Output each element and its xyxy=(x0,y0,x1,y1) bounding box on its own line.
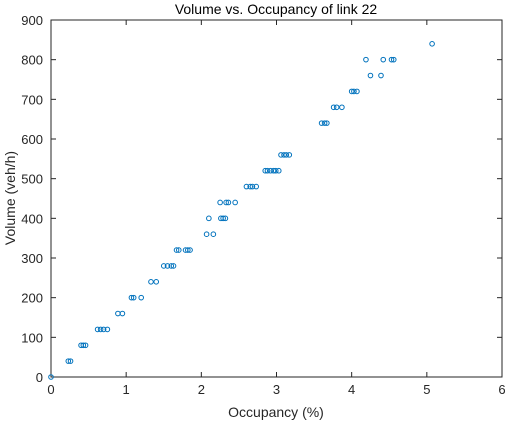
data-point xyxy=(253,183,260,190)
y-axis-ticks: 0 100 200 300 400 500 600 700 800 900 xyxy=(21,13,502,385)
y-tick-label: 500 xyxy=(21,172,43,187)
x-tick-label: 0 xyxy=(47,382,54,397)
data-point xyxy=(97,326,104,333)
data-point xyxy=(264,167,271,174)
data-point xyxy=(67,358,74,364)
data-point xyxy=(160,263,167,269)
data-point xyxy=(390,56,397,63)
data-point xyxy=(100,326,107,333)
y-tick-label: 600 xyxy=(21,132,43,147)
data-point xyxy=(153,279,160,285)
data-point xyxy=(339,104,345,111)
data-point xyxy=(206,215,212,222)
data-point xyxy=(217,199,223,206)
data-point xyxy=(164,263,171,269)
data-point xyxy=(175,247,182,253)
data-point xyxy=(351,88,357,95)
data-point xyxy=(170,263,177,269)
x-tick-label: 2 xyxy=(198,382,205,397)
data-point xyxy=(185,247,191,253)
data-point xyxy=(262,167,269,174)
data-point xyxy=(272,167,279,174)
data-point xyxy=(80,342,87,349)
data-point xyxy=(275,167,282,174)
data-points xyxy=(48,41,435,380)
data-point xyxy=(119,310,126,317)
data-point xyxy=(130,294,137,301)
data-point xyxy=(270,167,277,174)
data-point xyxy=(232,199,238,206)
data-point xyxy=(203,231,210,237)
data-point xyxy=(286,152,293,158)
y-tick-label: 200 xyxy=(21,291,43,306)
data-point xyxy=(65,358,72,364)
data-point xyxy=(173,247,180,253)
x-tick-label: 3 xyxy=(273,382,280,397)
data-point xyxy=(267,167,274,174)
data-point xyxy=(94,326,101,333)
data-point xyxy=(48,374,54,380)
y-axis-title: Volume (veh/h) xyxy=(2,151,18,245)
data-point xyxy=(222,215,229,222)
data-point xyxy=(281,152,287,158)
data-point xyxy=(324,120,330,126)
x-tick-label: 4 xyxy=(348,382,355,397)
data-point xyxy=(378,72,384,79)
y-tick-label: 400 xyxy=(21,211,43,226)
data-point xyxy=(348,88,355,95)
data-point xyxy=(220,215,226,222)
data-point xyxy=(82,342,89,349)
data-point xyxy=(321,120,328,126)
data-point xyxy=(210,231,217,237)
data-point xyxy=(363,56,369,63)
x-tick-label: 5 xyxy=(423,382,430,397)
data-point xyxy=(187,247,193,253)
y-tick-label: 0 xyxy=(36,370,43,385)
x-tick-label: 6 xyxy=(498,382,505,397)
data-point xyxy=(138,294,144,301)
plot-frame xyxy=(50,19,503,378)
data-point xyxy=(148,279,154,285)
data-point xyxy=(388,56,395,63)
data-point xyxy=(333,104,340,111)
chart-title: Volume vs. Occupancy of link 22 xyxy=(175,1,378,17)
data-point xyxy=(247,183,253,190)
y-tick-label: 300 xyxy=(21,251,43,266)
x-tick-label: 1 xyxy=(123,382,130,397)
y-tick-label: 800 xyxy=(21,53,43,68)
data-point xyxy=(243,183,250,190)
x-axis-ticks: 0 1 2 3 4 5 6 xyxy=(47,20,506,397)
data-point xyxy=(380,56,387,63)
data-point xyxy=(283,152,290,158)
data-point xyxy=(168,263,175,269)
y-tick-label: 700 xyxy=(21,92,43,107)
data-point xyxy=(128,294,135,301)
plot-area xyxy=(50,19,503,378)
x-axis-title: Occupancy (%) xyxy=(228,404,324,420)
data-point xyxy=(429,41,435,47)
data-point xyxy=(367,72,374,79)
data-point xyxy=(104,326,111,333)
y-tick-label: 100 xyxy=(21,330,43,345)
data-point xyxy=(225,199,232,206)
data-point xyxy=(278,152,284,158)
data-point xyxy=(249,183,256,190)
y-tick-label: 900 xyxy=(21,13,43,28)
data-point xyxy=(223,199,229,206)
data-point xyxy=(318,120,325,126)
data-point xyxy=(330,104,337,111)
data-point xyxy=(354,88,360,95)
